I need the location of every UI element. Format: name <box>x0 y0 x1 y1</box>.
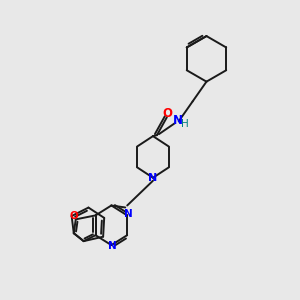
Text: H: H <box>181 119 189 129</box>
Text: N: N <box>124 209 133 219</box>
Text: N: N <box>148 173 158 183</box>
Text: N: N <box>173 114 183 127</box>
Text: N: N <box>108 241 117 251</box>
Text: O: O <box>69 212 78 221</box>
Text: O: O <box>163 107 173 120</box>
